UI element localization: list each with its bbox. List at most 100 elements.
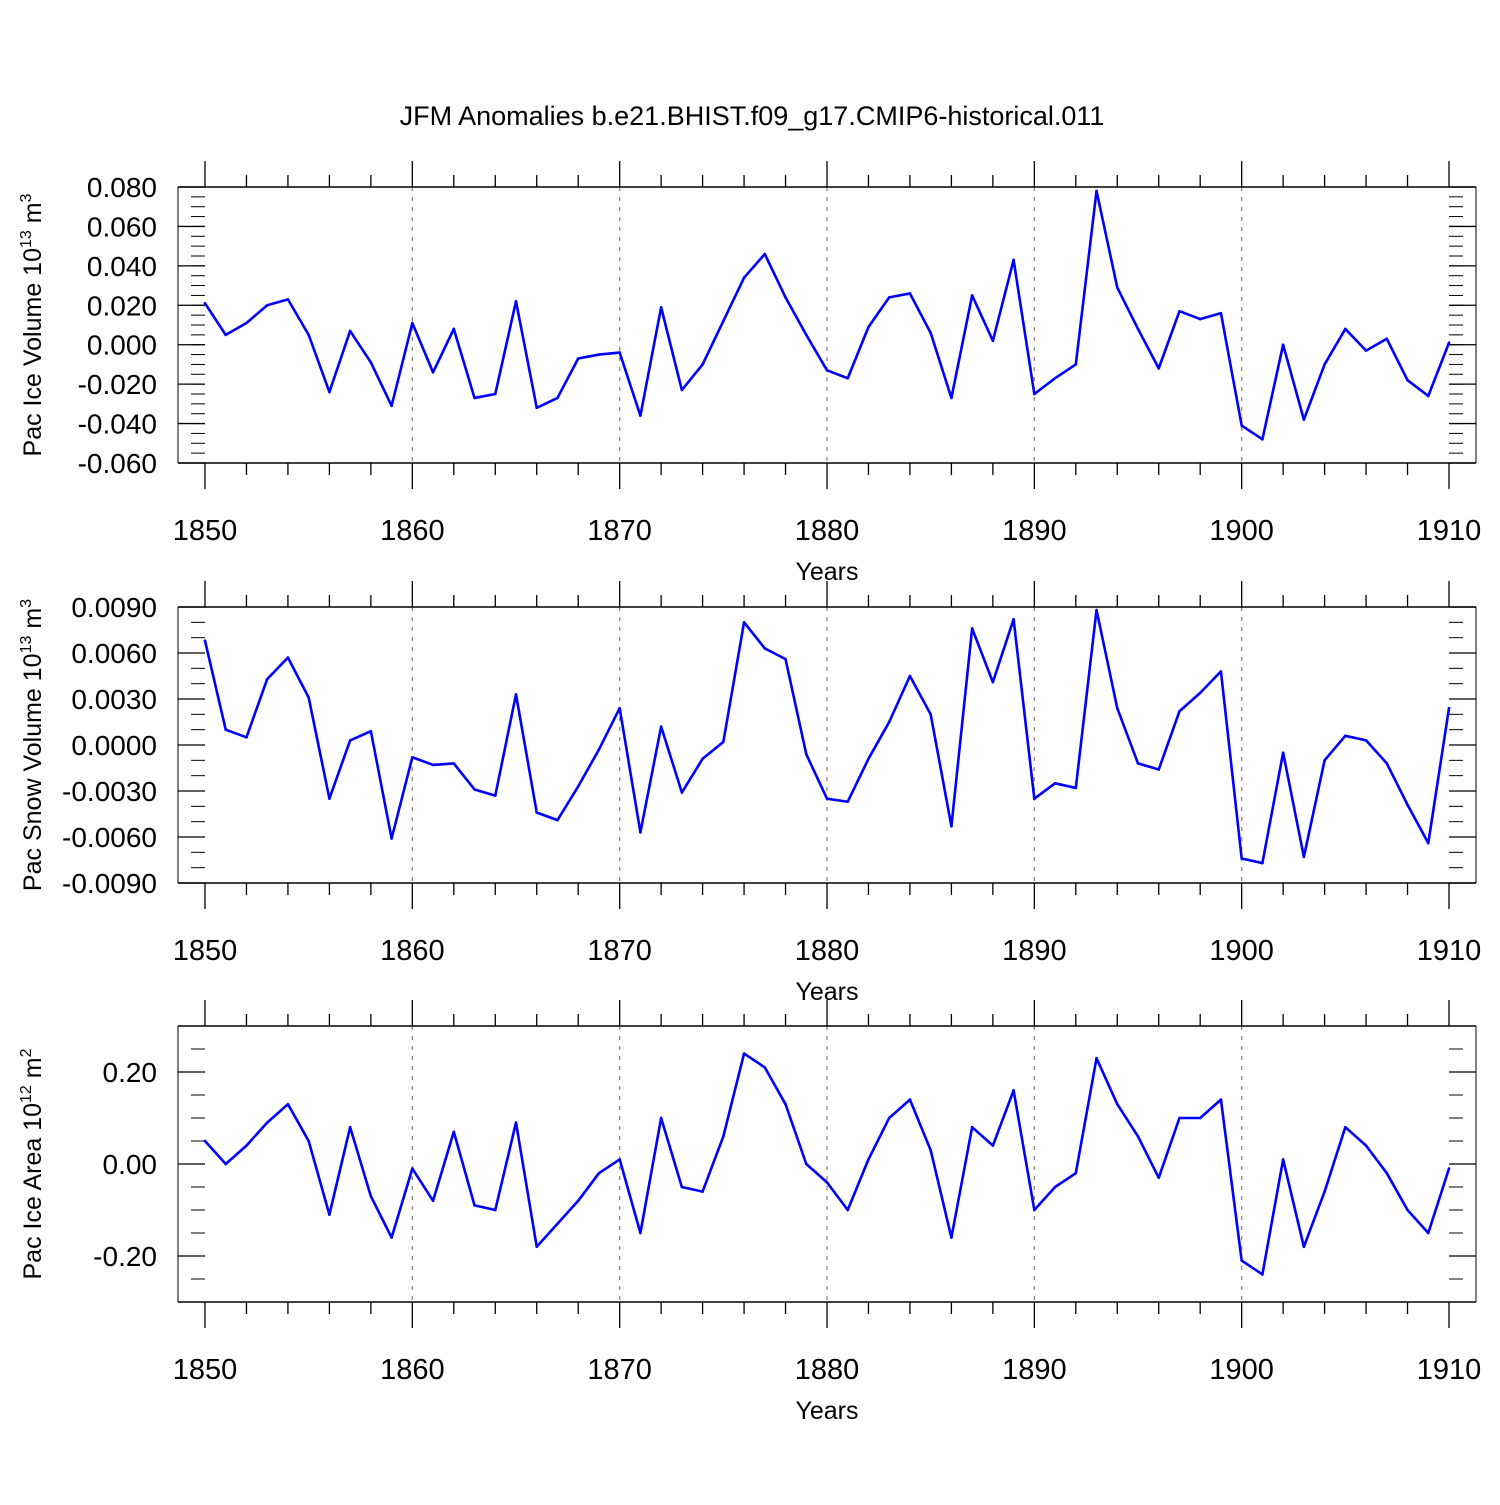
data-point [1053, 376, 1057, 380]
data-point [431, 371, 435, 374]
data-point [431, 763, 435, 767]
y-tick-label: 0.080 [87, 172, 157, 203]
data-point [224, 728, 228, 731]
data-point [1136, 327, 1140, 331]
y-tick-label: 0.000 [87, 330, 157, 361]
data-point [846, 800, 850, 804]
x-tick-label: 1860 [380, 935, 445, 967]
data-point [556, 396, 559, 400]
data-point [535, 811, 539, 814]
data-point [970, 1125, 974, 1129]
data-point [659, 1116, 663, 1120]
data-point [576, 785, 580, 788]
data-point [556, 818, 559, 822]
data-point [1261, 1273, 1264, 1276]
data-point [1447, 341, 1451, 345]
data-point [846, 376, 850, 380]
data-point [1178, 709, 1181, 713]
data-point [576, 357, 580, 360]
data-point [535, 406, 539, 410]
x-tick-label: 1850 [173, 515, 238, 547]
y-axis-title-exponent: 13 [18, 230, 35, 248]
panel-ice-volume: 0.080 0.060 0.040 0.020 0.000 -0.020 -0.040 -0.… [18, 161, 1481, 586]
data-point [224, 333, 228, 337]
x-tick-label: 1870 [587, 515, 652, 547]
data-point [887, 1116, 891, 1120]
data-point [473, 788, 476, 791]
data-point [411, 321, 414, 325]
data-point [1426, 394, 1430, 398]
y-tick-label: 0.0090 [71, 592, 157, 623]
data-point [1198, 1116, 1202, 1120]
data-point [970, 627, 974, 630]
data-point [390, 404, 393, 408]
data-point [1302, 855, 1306, 859]
data-point [245, 321, 248, 325]
data-point [245, 1144, 248, 1147]
data-point [245, 736, 248, 739]
y-tick-label: -0.020 [78, 369, 157, 400]
y-tick-label: 0.060 [87, 211, 157, 242]
data-point [804, 1162, 808, 1166]
data-point [1364, 739, 1368, 742]
data-point [1115, 1102, 1119, 1106]
data-point [804, 333, 808, 337]
y-axis-title-unit-exponent: 3 [18, 599, 35, 608]
x-tick-label: 1880 [795, 1354, 860, 1386]
x-tick-label: 1880 [795, 935, 860, 967]
data-point [286, 298, 290, 301]
x-tick-label: 1870 [587, 935, 652, 967]
y-tick-label: -0.0090 [62, 868, 157, 899]
data-point [597, 1171, 601, 1175]
data-point [265, 1121, 269, 1124]
data-point [514, 693, 518, 696]
data-point [1447, 1167, 1451, 1170]
data-point [203, 639, 207, 643]
data-point [203, 1139, 207, 1143]
y-axis-title-exponent: 12 [18, 1085, 35, 1103]
y-axis-title-unit: m [19, 608, 47, 636]
data-point [1281, 1158, 1285, 1161]
data-point [390, 837, 393, 840]
x-tick-label: 1900 [1209, 515, 1274, 547]
x-tick-label: 1860 [380, 1354, 445, 1386]
x-tick-label: 1900 [1209, 935, 1274, 967]
data-point [618, 1158, 621, 1161]
data-point [1406, 378, 1409, 382]
data-point [825, 1181, 829, 1184]
data-point [784, 657, 787, 661]
data-point [1406, 803, 1409, 807]
y-tick-label: -0.0030 [62, 776, 157, 807]
data-point [1302, 418, 1306, 421]
panel-snow-volume: 0.0090 0.0060 0.0030 0.0000 -0.0030 -0.0060 -0… [18, 581, 1481, 1006]
data-point [307, 696, 310, 699]
data-point [722, 740, 725, 744]
x-tick-label: 1910 [1417, 1354, 1482, 1386]
data-point [784, 296, 787, 299]
data-point [742, 621, 746, 624]
data-point [929, 1148, 932, 1152]
data-point [1364, 349, 1368, 352]
data-point [390, 1236, 393, 1239]
data-point [763, 252, 767, 256]
data-point [1095, 189, 1098, 193]
data-point [369, 729, 373, 733]
data-point [535, 1245, 539, 1249]
y-axis-title-unit: m [19, 202, 47, 230]
data-point [701, 1190, 704, 1193]
data-point [1240, 1259, 1243, 1262]
x-tick-label: 1900 [1209, 1354, 1274, 1386]
data-point [991, 680, 995, 684]
data-point [1178, 309, 1181, 313]
data-point [203, 302, 207, 305]
data-point [493, 1208, 497, 1212]
y-axis-title-text: Pac Snow Volume 10 [19, 653, 47, 891]
data-point [701, 363, 704, 366]
figure-title: JFM Anomalies b.e21.BHIST.f09_g17.CMIP6-… [400, 101, 1105, 131]
data-point [1012, 617, 1015, 621]
data-point [452, 327, 456, 331]
x-tick-label: 1850 [173, 1354, 238, 1386]
y-tick-label: -0.040 [78, 409, 157, 440]
y-tick-label: 0.00 [103, 1149, 158, 1180]
data-point [908, 1098, 912, 1101]
